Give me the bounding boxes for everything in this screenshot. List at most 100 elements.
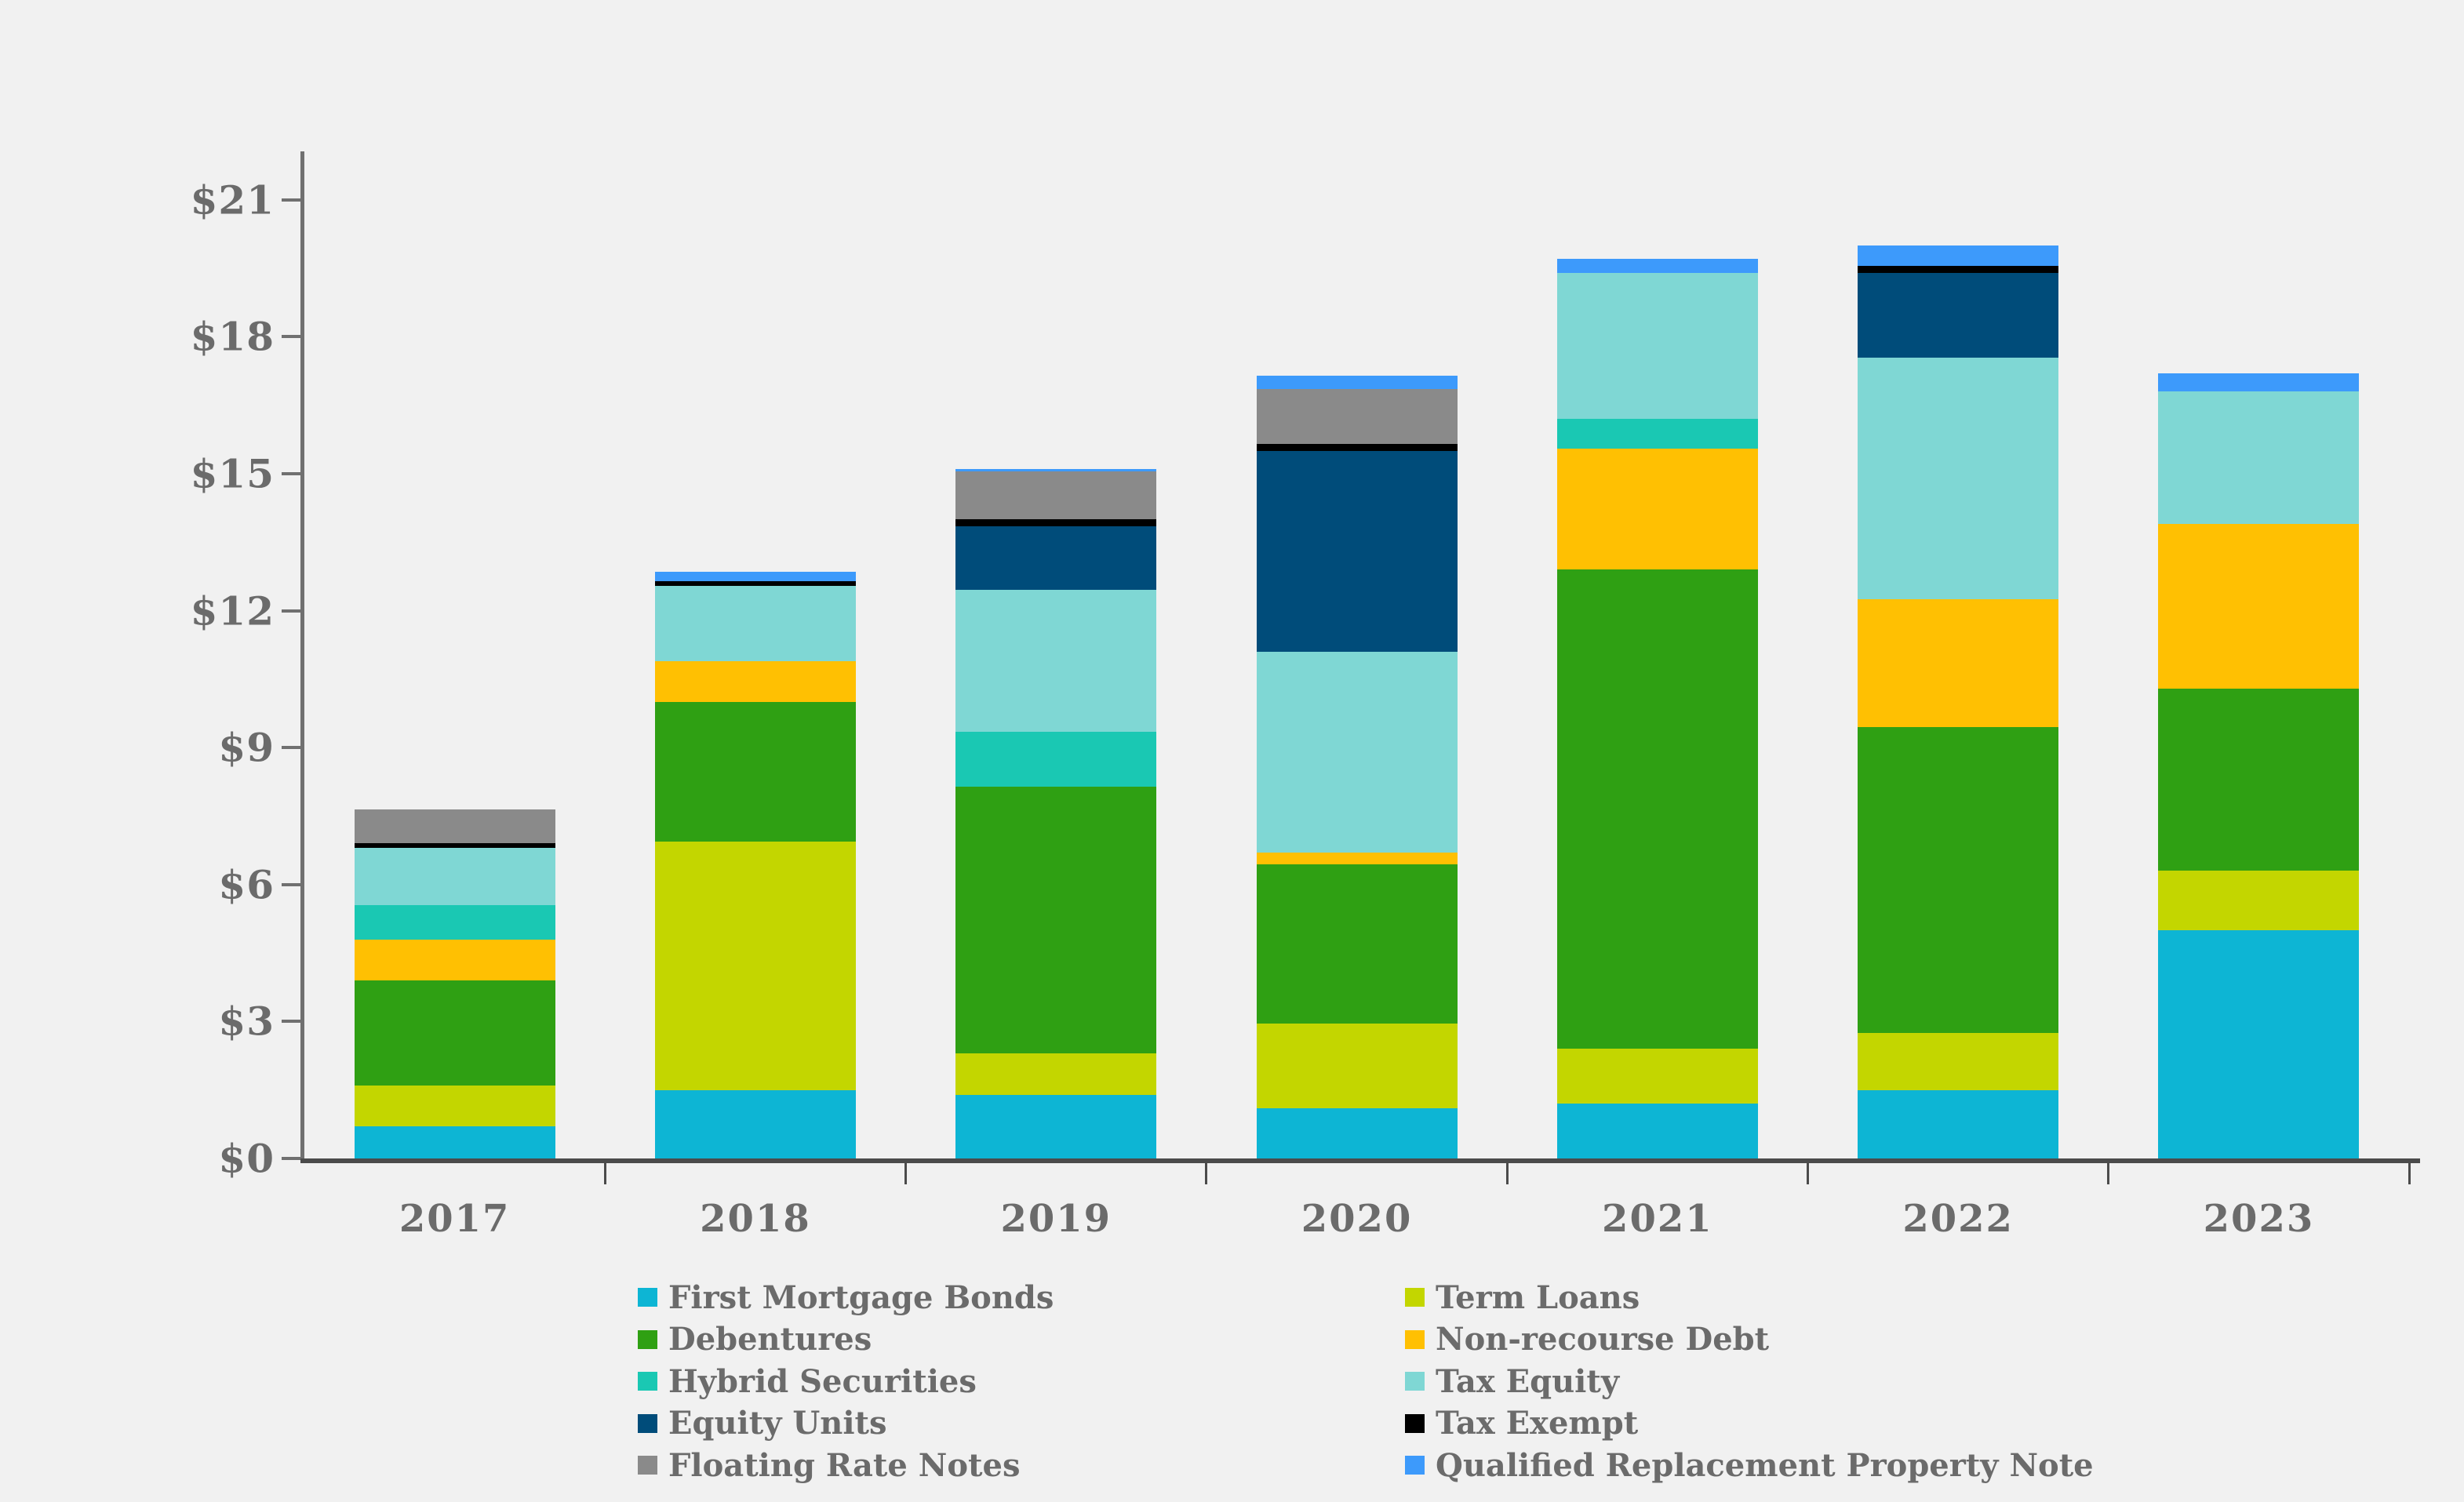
x-axis-label-2017: 2017	[399, 1197, 511, 1241]
legend-swatch-hybrid-securities	[638, 1372, 657, 1391]
bar-segment-tax-exempt-2020	[1256, 444, 1458, 451]
legend-entry-non-recourse-debt: Non-recourse Debt	[1405, 1319, 1769, 1360]
bar-segment-qualified-replacement-property-note-2021	[1556, 259, 1758, 273]
legend-label: Tax Equity	[1436, 1362, 1620, 1400]
legend-entry-tax-exempt: Tax Exempt	[1405, 1403, 1638, 1444]
bar-segment-floating-rate-notes-2020	[1256, 389, 1458, 445]
bar-segment-term-loans-2020	[1256, 1024, 1458, 1108]
x-axis-label-2022: 2022	[1902, 1197, 2014, 1241]
bar-segment-first-mortgage-bonds-2017	[354, 1126, 555, 1158]
y-axis-tick	[282, 1157, 300, 1160]
bar-segment-hybrid-securities-2019	[955, 731, 1157, 787]
bar-segment-term-loans-2019	[955, 1053, 1157, 1095]
bar-segment-tax-exempt-2022	[1858, 266, 2059, 273]
y-axis-tick-label: $6	[218, 861, 275, 908]
bar-segment-floating-rate-notes-2017	[354, 809, 555, 844]
legend-swatch-equity-units	[638, 1413, 657, 1433]
x-axis-tick	[1505, 1163, 1509, 1184]
bar-segment-non-recourse-debt-2022	[1858, 599, 2059, 727]
bar-segment-first-mortgage-bonds-2020	[1256, 1107, 1458, 1158]
bar-segment-non-recourse-debt-2017	[354, 939, 555, 980]
y-axis-tick-label: $18	[190, 313, 275, 360]
bar-segment-hybrid-securities-2021	[1556, 419, 1758, 449]
y-axis-tick	[282, 746, 300, 750]
bar-segment-tax-equity-2021	[1556, 272, 1758, 420]
bar-segment-non-recourse-debt-2023	[2158, 524, 2360, 689]
legend-entry-hybrid-securities: Hybrid Securities	[638, 1361, 977, 1402]
bar-segment-qualified-replacement-property-note-2022	[1858, 245, 2059, 267]
bar-segment-term-loans-2018	[654, 841, 856, 1090]
bar-segment-qualified-replacement-property-note-2023	[2158, 373, 2360, 392]
bar-segment-term-loans-2017	[354, 1085, 555, 1127]
bar-segment-tax-equity-2023	[2158, 391, 2360, 524]
legend-swatch-qualified-replacement-property-note	[1405, 1456, 1425, 1475]
legend-swatch-tax-equity	[1405, 1372, 1425, 1391]
legend-label: Floating Rate Notes	[668, 1446, 1021, 1484]
legend-swatch-debentures	[638, 1329, 657, 1349]
y-axis-tick	[282, 335, 300, 339]
bar-segment-first-mortgage-bonds-2019	[955, 1094, 1157, 1158]
legend-label: Debentures	[668, 1321, 872, 1358]
bar-segment-tax-equity-2022	[1858, 357, 2059, 600]
y-axis-tick	[282, 882, 300, 886]
legend-label: Qualified Replacement Property Note	[1436, 1446, 2094, 1484]
bar-segment-debentures-2020	[1256, 864, 1458, 1024]
y-axis-tick	[282, 609, 300, 613]
bar-segment-non-recourse-debt-2021	[1556, 448, 1758, 570]
x-axis-tick	[603, 1163, 606, 1184]
legend-entry-term-loans: Term Loans	[1405, 1277, 1640, 1318]
legend-label: Hybrid Securities	[668, 1362, 977, 1400]
bar-segment-debentures-2022	[1858, 727, 2059, 1033]
y-axis-tick-label: $9	[218, 724, 275, 771]
y-axis-line	[300, 151, 304, 1163]
legend-label: Term Loans	[1436, 1278, 1640, 1316]
x-axis-label-2021: 2021	[1602, 1197, 1713, 1241]
legend-label: First Mortgage Bonds	[668, 1278, 1054, 1316]
bar-segment-debentures-2021	[1556, 569, 1758, 1049]
bar-segment-first-mortgage-bonds-2023	[2158, 930, 2360, 1158]
bar-segment-equity-units-2019	[955, 526, 1157, 591]
y-axis-tick-label: $15	[190, 450, 275, 497]
bar-segment-tax-equity-2019	[955, 590, 1157, 732]
legend-entry-first-mortgage-bonds: First Mortgage Bonds	[638, 1277, 1054, 1318]
x-axis-label-2018: 2018	[700, 1197, 811, 1241]
bar-segment-qualified-replacement-property-note-2020	[1256, 375, 1458, 390]
bar-segment-qualified-replacement-property-note-2018	[654, 572, 856, 581]
legend-entry-floating-rate-notes: Floating Rate Notes	[638, 1445, 1020, 1486]
legend-swatch-non-recourse-debt	[1405, 1329, 1425, 1349]
x-axis-line	[300, 1158, 2420, 1163]
bar-segment-equity-units-2022	[1858, 272, 2059, 358]
legend-swatch-first-mortgage-bonds	[638, 1288, 657, 1307]
legend-entry-tax-equity: Tax Equity	[1405, 1361, 1619, 1402]
bar-segment-debentures-2017	[354, 980, 555, 1086]
legend-label: Equity Units	[668, 1405, 887, 1442]
bar-segment-first-mortgage-bonds-2022	[1858, 1089, 2059, 1158]
bar-segment-non-recourse-debt-2020	[1256, 853, 1458, 864]
x-axis-label-2020: 2020	[1301, 1197, 1413, 1241]
legend-label: Tax Exempt	[1436, 1405, 1639, 1442]
bar-segment-debentures-2019	[955, 786, 1157, 1054]
x-axis-tick	[904, 1163, 908, 1184]
bar-segment-tax-equity-2020	[1256, 651, 1458, 853]
bar-segment-term-loans-2022	[1858, 1032, 2059, 1090]
y-axis-tick-label: $21	[190, 176, 275, 224]
bar-segment-term-loans-2021	[1556, 1049, 1758, 1104]
legend-swatch-tax-exempt	[1405, 1413, 1425, 1433]
y-axis-tick-label: $12	[190, 587, 275, 635]
bar-segment-tax-exempt-2017	[354, 843, 555, 849]
bar-segment-hybrid-securities-2017	[354, 904, 555, 940]
bar-segment-floating-rate-notes-2019	[955, 471, 1157, 520]
bar-segment-debentures-2018	[654, 702, 856, 842]
bar-segment-tax-exempt-2019	[955, 519, 1157, 526]
bar-segment-first-mortgage-bonds-2021	[1556, 1104, 1758, 1158]
bar-segment-tax-exempt-2018	[654, 580, 856, 586]
legend-label: Non-recourse Debt	[1436, 1321, 1770, 1358]
legend-swatch-term-loans	[1405, 1288, 1425, 1307]
bar-segment-equity-units-2020	[1256, 450, 1458, 652]
x-axis-tick	[2107, 1163, 2110, 1184]
y-axis-tick-label: $3	[218, 998, 275, 1045]
y-axis-tick-label: $0	[218, 1135, 275, 1182]
bar-segment-term-loans-2023	[2158, 871, 2360, 930]
